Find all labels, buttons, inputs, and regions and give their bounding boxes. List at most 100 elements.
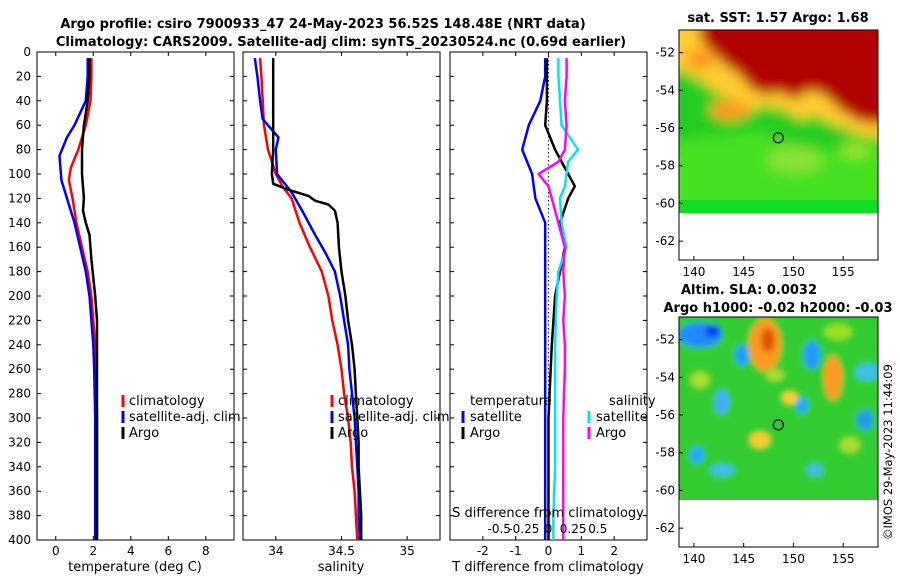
map-y-tick-label: -60 <box>655 196 675 210</box>
temperature-legend: climatology satellite-adj. clim Argo <box>121 394 241 441</box>
x-tick-label: 2 <box>610 544 618 558</box>
salinity-series <box>253 57 363 541</box>
series-line-salinity-satellite <box>552 58 580 540</box>
x-tick-label: 1 <box>578 544 586 558</box>
s-difference-ticks: -0.5-0.25 0 0.25 0.5 <box>488 522 608 536</box>
x-tick-label: 4 <box>127 544 135 558</box>
depth-tick-label: 160 <box>8 240 31 254</box>
sla-map-axes: 140 145 150 155 -52 -54 -56 -58 -60 -62 <box>655 333 854 566</box>
map-y-tick-label: -62 <box>655 234 675 248</box>
map-y-tick-label: -58 <box>655 446 675 460</box>
legend-climatology: climatology <box>338 394 414 409</box>
sla-map-frame <box>678 316 879 548</box>
depth-tick-label: 80 <box>16 143 31 157</box>
figure-title-line1: Argo profile: csiro 7900933_47 24-May-20… <box>60 17 585 32</box>
sst-field <box>679 30 878 213</box>
legend-argo: Argo <box>129 426 159 441</box>
map-x-tick-label: 140 <box>682 265 705 279</box>
s-tick-label: -0.25 <box>508 522 539 536</box>
depth-tick-label: 240 <box>8 338 31 352</box>
s-difference-label: S difference from climatology <box>452 506 644 521</box>
temperature-xlabel: temperature (deg C) <box>68 560 202 575</box>
depth-tick-label: 60 <box>16 118 31 132</box>
depth-tick-label: 120 <box>8 191 31 205</box>
sla-map-subtitle: Argo h1000: -0.02 h2000: -0.03 <box>663 301 892 316</box>
series-line-satellite-adj-clim <box>58 58 97 540</box>
sst-map-title: sat. SST: 1.57 Argo: 1.68 <box>687 11 868 26</box>
depth-tick-label: 280 <box>8 387 31 401</box>
map-y-tick-label: -54 <box>655 370 675 384</box>
legend-salinity-argo: Argo <box>596 426 626 441</box>
map-x-tick-label: 155 <box>832 552 855 566</box>
depth-tick-label: 40 <box>16 94 31 108</box>
depth-tick-label: 320 <box>8 435 31 449</box>
sla-map: 140 145 150 155 -52 -54 -56 -58 -60 -62 <box>655 316 879 566</box>
x-tick-label: -1 <box>510 544 522 558</box>
legend-temperature-argo: Argo <box>470 426 500 441</box>
profile-axes: 0204060801001201401601802002202402602803… <box>8 45 647 558</box>
map-x-tick-label: 145 <box>732 265 755 279</box>
sst-map: 140 145 150 155 -52 -54 -56 -58 -60 -62 <box>655 29 879 279</box>
series-line-salinity-argo <box>537 58 568 540</box>
s-tick-label: 0.25 <box>560 522 587 536</box>
map-x-tick-label: 140 <box>682 552 705 566</box>
map-y-tick-label: -54 <box>655 83 675 97</box>
imos-credit: ©IMOS 29-May-2023 11:44:09 <box>881 364 895 540</box>
temperature-series <box>58 58 99 540</box>
legend-temperature-satellite: satellite <box>470 410 522 425</box>
legend-salinity-satellite: satellite <box>596 410 648 425</box>
difference-legend: temperature salinity satellite Argo sate… <box>461 394 656 441</box>
sst-map-axes: 140 145 150 155 -52 -54 -56 -58 -60 -62 <box>655 46 854 279</box>
depth-tick-label: 180 <box>8 265 31 279</box>
series-line-temperature-argo <box>543 58 577 540</box>
series-line-satellite-adj-clim <box>253 57 362 541</box>
depth-tick-label: 20 <box>16 69 31 83</box>
map-x-tick-label: 155 <box>832 265 855 279</box>
s-tick-label: 0 <box>545 522 553 536</box>
map-y-tick-label: -52 <box>655 333 675 347</box>
x-tick-label: 34.5 <box>328 544 355 558</box>
sla-map-title: Altim. SLA: 0.0032 <box>681 283 817 298</box>
depth-tick-label: 360 <box>8 484 31 498</box>
x-tick-label: 8 <box>202 544 210 558</box>
x-tick-label: -2 <box>477 544 489 558</box>
depth-tick-label: 220 <box>8 313 31 327</box>
legend-satellite: satellite-adj. clim <box>338 410 450 425</box>
depth-tick-label: 340 <box>8 460 31 474</box>
x-tick-label: 2 <box>89 544 97 558</box>
figure-title-line2: Climatology: CARS2009. Satellite-adj cli… <box>56 35 626 50</box>
series-line-climatology <box>258 58 359 541</box>
map-y-tick-label: -52 <box>655 46 675 60</box>
series-line-temperature-satellite <box>520 58 547 540</box>
map-y-tick-label: -56 <box>655 121 675 135</box>
legend-title-salinity: salinity <box>609 394 656 409</box>
sla-profile-location-marker <box>772 419 784 431</box>
difference-series <box>520 58 580 540</box>
x-tick-label: 0 <box>52 544 60 558</box>
x-tick-label: 0 <box>545 544 553 558</box>
depth-tick-label: 140 <box>8 216 31 230</box>
s-tick-label: 0.5 <box>588 522 607 536</box>
map-x-tick-label: 150 <box>782 265 805 279</box>
map-x-tick-label: 150 <box>782 552 805 566</box>
legend-climatology: climatology <box>129 394 205 409</box>
depth-tick-label: 300 <box>8 411 31 425</box>
map-y-tick-label: -62 <box>655 521 675 535</box>
sla-field <box>679 317 878 500</box>
depth-tick-label: 380 <box>8 509 31 523</box>
temperature-plot-frame <box>36 51 235 541</box>
x-tick-label: 35 <box>400 544 415 558</box>
depth-tick-label: 100 <box>8 167 31 181</box>
salinity-legend: climatology satellite-adj. clim Argo <box>330 394 450 441</box>
x-tick-label: 34 <box>268 544 283 558</box>
map-x-tick-label: 145 <box>732 552 755 566</box>
map-y-tick-label: -60 <box>655 483 675 497</box>
salinity-xlabel: salinity <box>318 560 365 575</box>
depth-tick-label: 260 <box>8 362 31 376</box>
depth-tick-label: 400 <box>8 533 31 547</box>
map-y-tick-label: -56 <box>655 408 675 422</box>
map-y-tick-label: -58 <box>655 159 675 173</box>
series-line-argo <box>80 58 99 540</box>
series-line-argo <box>270 58 363 540</box>
